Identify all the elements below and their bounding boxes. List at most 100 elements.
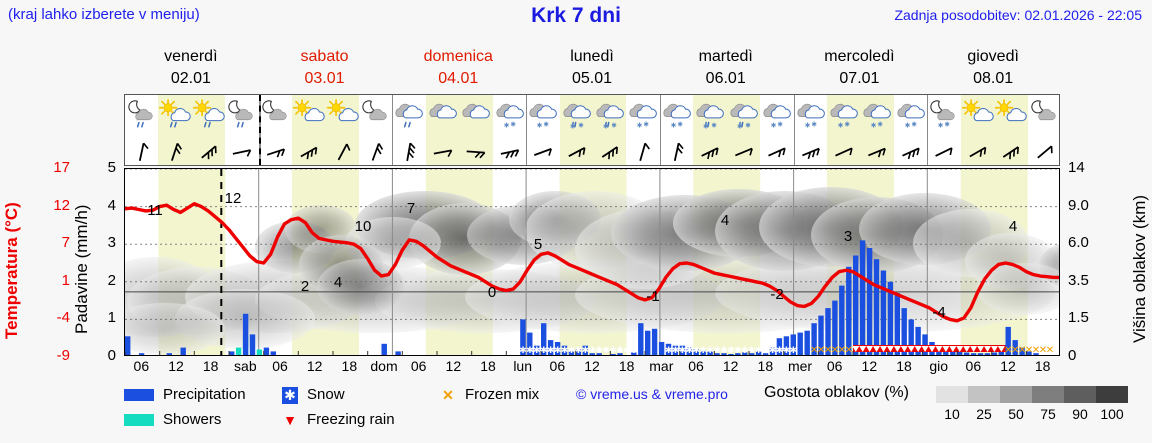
svg-text:4: 4 [721, 212, 729, 229]
svg-text:✱: ✱ [706, 346, 714, 356]
svg-text:✱: ✱ [737, 122, 743, 130]
svg-text:✕: ✕ [1025, 345, 1033, 356]
svg-text:✕: ✕ [1018, 345, 1026, 356]
x-axis-tick: 18 [757, 358, 774, 374]
precipitation-tick: 2 [107, 271, 116, 289]
svg-text:✱: ✱ [561, 346, 569, 356]
svg-text:✱: ✱ [602, 346, 610, 356]
temperature-tick: 7 [61, 234, 70, 252]
wind-barb [326, 139, 359, 165]
cloud-height-tick: 14 [1068, 159, 1085, 176]
day-name: martedì [698, 48, 753, 65]
x-axis-tick: 06 [688, 358, 704, 374]
x-axis-tick: 18 [618, 358, 635, 374]
x-axis-tick: 12 [861, 358, 878, 374]
svg-text:4: 4 [334, 274, 342, 291]
day-header-1: venerdì 02.01 [124, 46, 258, 92]
day-header-2: sabato 03.01 [258, 46, 392, 92]
cloud-density-value: 25 [976, 406, 992, 422]
weather-icon-cloud-snow: ✱ ✱ [493, 97, 526, 137]
wind-barb [259, 139, 292, 165]
day-name: domenica [423, 48, 493, 65]
temperature-tick: 1 [61, 271, 70, 289]
temperature-tick: -4 [56, 309, 70, 327]
showers-swatch-icon [124, 414, 154, 427]
x-axis-tick: 18 [341, 358, 358, 374]
day-date: 05.01 [571, 70, 613, 87]
wind-barb [392, 139, 425, 165]
svg-text:7: 7 [407, 200, 415, 217]
legend-frozen-mix: ✕ Frozen mix [440, 386, 539, 404]
svg-text:✱: ✱ [568, 346, 576, 356]
svg-text:✱: ✱ [630, 346, 638, 356]
precipitation-tick: 5 [107, 159, 116, 176]
svg-text:✱: ✱ [679, 346, 687, 356]
svg-text:✕: ✕ [838, 345, 846, 356]
wind-barb [727, 139, 760, 165]
svg-text:2: 2 [301, 278, 309, 295]
svg-text:✱: ✱ [637, 121, 643, 129]
cloud-density-value: 90 [1072, 406, 1088, 422]
wind-barb [493, 139, 526, 165]
wind-barb [794, 139, 827, 165]
x-axis-tick: 06 [826, 358, 843, 374]
svg-text:✱: ✱ [776, 346, 784, 356]
weather-icon-cloud-rain-snow: ✱ ✱ [727, 97, 760, 137]
cloud-density-swatch [1032, 386, 1064, 403]
svg-text:✱: ✱ [611, 122, 617, 130]
day-date: 04.01 [438, 70, 479, 87]
day-name: venerdì [164, 48, 218, 65]
cloud-height-tick: 6.0 [1068, 234, 1089, 252]
weather-icon-cloud-snow: ✱ ✱ [827, 97, 860, 137]
svg-text:✕: ✕ [1046, 345, 1054, 356]
weather-icon-sun-cloud [292, 97, 325, 137]
cloud-height-tick: 9.0 [1068, 196, 1089, 214]
day-name: mercoledì [824, 48, 895, 65]
weather-icon-cloud-snow: ✱ ✱ [894, 97, 927, 137]
wind-barb [158, 139, 191, 165]
svg-text:-2: -2 [770, 286, 783, 303]
svg-text:✱: ✱ [727, 346, 735, 356]
svg-text:✱: ✱ [686, 346, 694, 356]
wind-barb [426, 139, 459, 165]
x-axis-tick: 12 [306, 358, 323, 374]
svg-text:✱: ✱ [838, 121, 844, 129]
last-update-text: Zadnja posodobitev: 02.01.2026 - 22:05 [894, 7, 1142, 23]
svg-text:✱: ✱ [713, 346, 721, 356]
x-axis-tick: 18 [896, 358, 912, 374]
svg-text:✱: ✱ [526, 346, 534, 356]
svg-text:✱: ✱ [745, 122, 751, 130]
svg-text:✱: ✱ [547, 346, 555, 356]
svg-text:0: 0 [488, 284, 496, 301]
wind-barb [459, 139, 492, 165]
cloud-density-value: 10 [944, 406, 960, 422]
x-axis-tick: 06 [965, 358, 982, 374]
wind-barb [693, 139, 726, 165]
cloud-density-value: 50 [1008, 406, 1024, 422]
svg-text:✱: ✱ [904, 121, 910, 129]
page-title: Krk 7 dni [531, 4, 621, 27]
svg-text:✱: ✱ [911, 121, 917, 129]
weather-icon-moon-cloud-rain [125, 97, 158, 137]
svg-text:✕: ✕ [1004, 345, 1012, 356]
legend-precipitation: Precipitation [124, 386, 246, 403]
weather-icon-cloud [459, 97, 492, 137]
weather-icon-moon-cloud-rain [225, 97, 258, 137]
svg-text:✱: ✱ [748, 346, 756, 356]
weather-icon-cloud-snow: ✱ ✱ [760, 97, 793, 137]
day-header-3: domenica 04.01 [391, 46, 525, 92]
temperature-tick: 12 [53, 196, 70, 214]
x-axis-tick: 06 [410, 358, 427, 374]
day-separator [526, 95, 528, 165]
cloud-height-tick: 3.5 [1068, 271, 1089, 289]
snow-icon: ✱ [282, 386, 298, 404]
svg-text:✱: ✱ [771, 121, 777, 129]
svg-text:✱: ✱ [938, 121, 944, 129]
weather-icon-sun-cloud-rain [192, 97, 225, 137]
weather-icon-sun-cloud [961, 97, 994, 137]
copyright-link[interactable]: © vreme.us & vreme.pro [576, 386, 728, 402]
wind-barb [860, 139, 893, 165]
day-date: 07.01 [839, 70, 880, 87]
wind-barb [927, 139, 960, 165]
svg-text:✱: ✱ [703, 122, 709, 130]
